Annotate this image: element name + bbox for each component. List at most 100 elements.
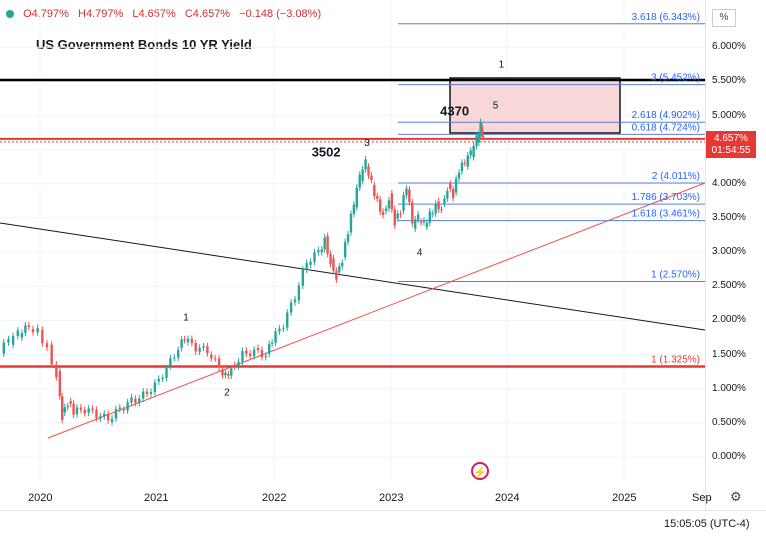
candle-body	[114, 409, 118, 419]
price-axis-label: 1.000%	[712, 382, 746, 394]
change-value: −0.148 (−3.08%)	[239, 8, 322, 20]
candle-body	[110, 418, 114, 423]
candle-body	[241, 351, 244, 362]
clock: 15:05:05 (UTC-4)	[664, 518, 750, 530]
candle-body	[149, 392, 153, 394]
percent-scale-button[interactable]: %	[712, 9, 736, 27]
candle-body	[153, 382, 157, 393]
time-axis-label: 2024	[495, 492, 520, 504]
candle-body	[252, 349, 256, 357]
candle-body	[36, 327, 39, 333]
candle-body	[45, 343, 49, 348]
candle-body	[326, 235, 329, 254]
fib-level-label: 2 (4.011%)	[652, 171, 700, 182]
candle-body	[451, 189, 455, 199]
trendline-red	[47, 182, 706, 439]
candle-body	[343, 241, 347, 258]
candle-body	[460, 162, 464, 172]
candle-body	[210, 354, 213, 359]
candle-body	[224, 372, 227, 376]
candle-body	[58, 370, 62, 397]
wave-annotation: 2	[224, 388, 230, 399]
candle-body	[297, 285, 301, 301]
candle-body	[141, 391, 145, 399]
candle-body	[457, 172, 461, 179]
candle-body	[87, 408, 90, 413]
time-axis-label: 2022	[262, 492, 287, 504]
candle-body	[237, 361, 240, 367]
candle-body	[69, 401, 72, 404]
candle-body	[466, 155, 469, 167]
time-axis-label: Sep	[692, 492, 712, 504]
candle-body	[41, 329, 44, 344]
candle-body	[186, 338, 190, 343]
price-axis-label: 4.000%	[712, 177, 746, 189]
candle-body	[378, 199, 382, 212]
candle-body	[177, 350, 180, 358]
candle-body	[122, 409, 125, 411]
candle-body	[24, 325, 27, 333]
candle-body	[233, 364, 236, 367]
current-price-tag: 4.657% 01:54:55	[706, 131, 756, 158]
candle-body	[419, 221, 423, 223]
candle-body	[270, 342, 274, 344]
wave-annotation: 3502	[312, 144, 341, 159]
candle-body	[332, 258, 335, 271]
candle-body	[221, 369, 224, 376]
candle-body	[335, 270, 338, 280]
candle-body	[198, 347, 201, 352]
candle-body	[103, 413, 106, 417]
time-axis-label: 2020	[28, 492, 53, 504]
candle-body	[75, 407, 79, 415]
candle-body	[463, 162, 467, 164]
candle-body	[206, 346, 209, 354]
candle-body	[301, 269, 304, 286]
candle-body	[361, 169, 364, 182]
candle-body	[118, 407, 122, 410]
candle-body	[387, 200, 391, 209]
price-axis-label: 0.500%	[712, 416, 746, 428]
candle-body	[99, 416, 102, 419]
candle-body	[475, 135, 478, 146]
price-axis-label: 1.500%	[712, 348, 746, 360]
candle-body	[282, 327, 285, 329]
settings-gear-icon[interactable]: ⚙	[730, 489, 742, 504]
candle-body	[27, 325, 31, 328]
candle-body	[91, 408, 94, 410]
candle-body	[323, 237, 326, 250]
close-value: C4.657%	[184, 8, 231, 20]
candle-body	[66, 406, 69, 408]
target-zone-box	[449, 77, 621, 134]
ohlc-legend: O4.797% H4.797% L4.657% C4.657% −0.148 (…	[6, 8, 327, 20]
candle-body	[313, 252, 316, 262]
candle-body	[472, 145, 475, 158]
candle-body	[329, 253, 332, 264]
candle-body	[346, 234, 350, 242]
symbol-status-dot-icon	[6, 10, 14, 19]
chart-title: US Government Bonds 10 YR Yield	[36, 37, 252, 52]
tradingview-lightning-icon[interactable]: ⚡	[471, 462, 489, 480]
price-axis-label: 5.000%	[712, 109, 746, 121]
candle-body	[341, 262, 344, 267]
time-axis-label: 2025	[612, 492, 637, 504]
candle-body	[230, 368, 233, 376]
trendline-black	[0, 222, 706, 331]
candle-body	[479, 122, 482, 135]
candle-body	[161, 377, 164, 379]
candle-body	[454, 178, 458, 193]
candle-body	[106, 413, 110, 421]
candle-body	[480, 126, 484, 137]
candle-body	[355, 187, 359, 208]
candle-body	[245, 350, 248, 354]
candle-body	[317, 250, 320, 253]
candle-body	[165, 367, 168, 378]
candle-body	[425, 222, 429, 228]
wave-annotation: 3	[364, 138, 370, 149]
fib-level-label: 1 (2.570%)	[651, 269, 700, 280]
candle-body	[217, 358, 221, 368]
candle-body	[227, 373, 230, 376]
candle-body	[358, 174, 361, 188]
fib-level-label: 2.618 (4.902%)	[632, 110, 700, 121]
